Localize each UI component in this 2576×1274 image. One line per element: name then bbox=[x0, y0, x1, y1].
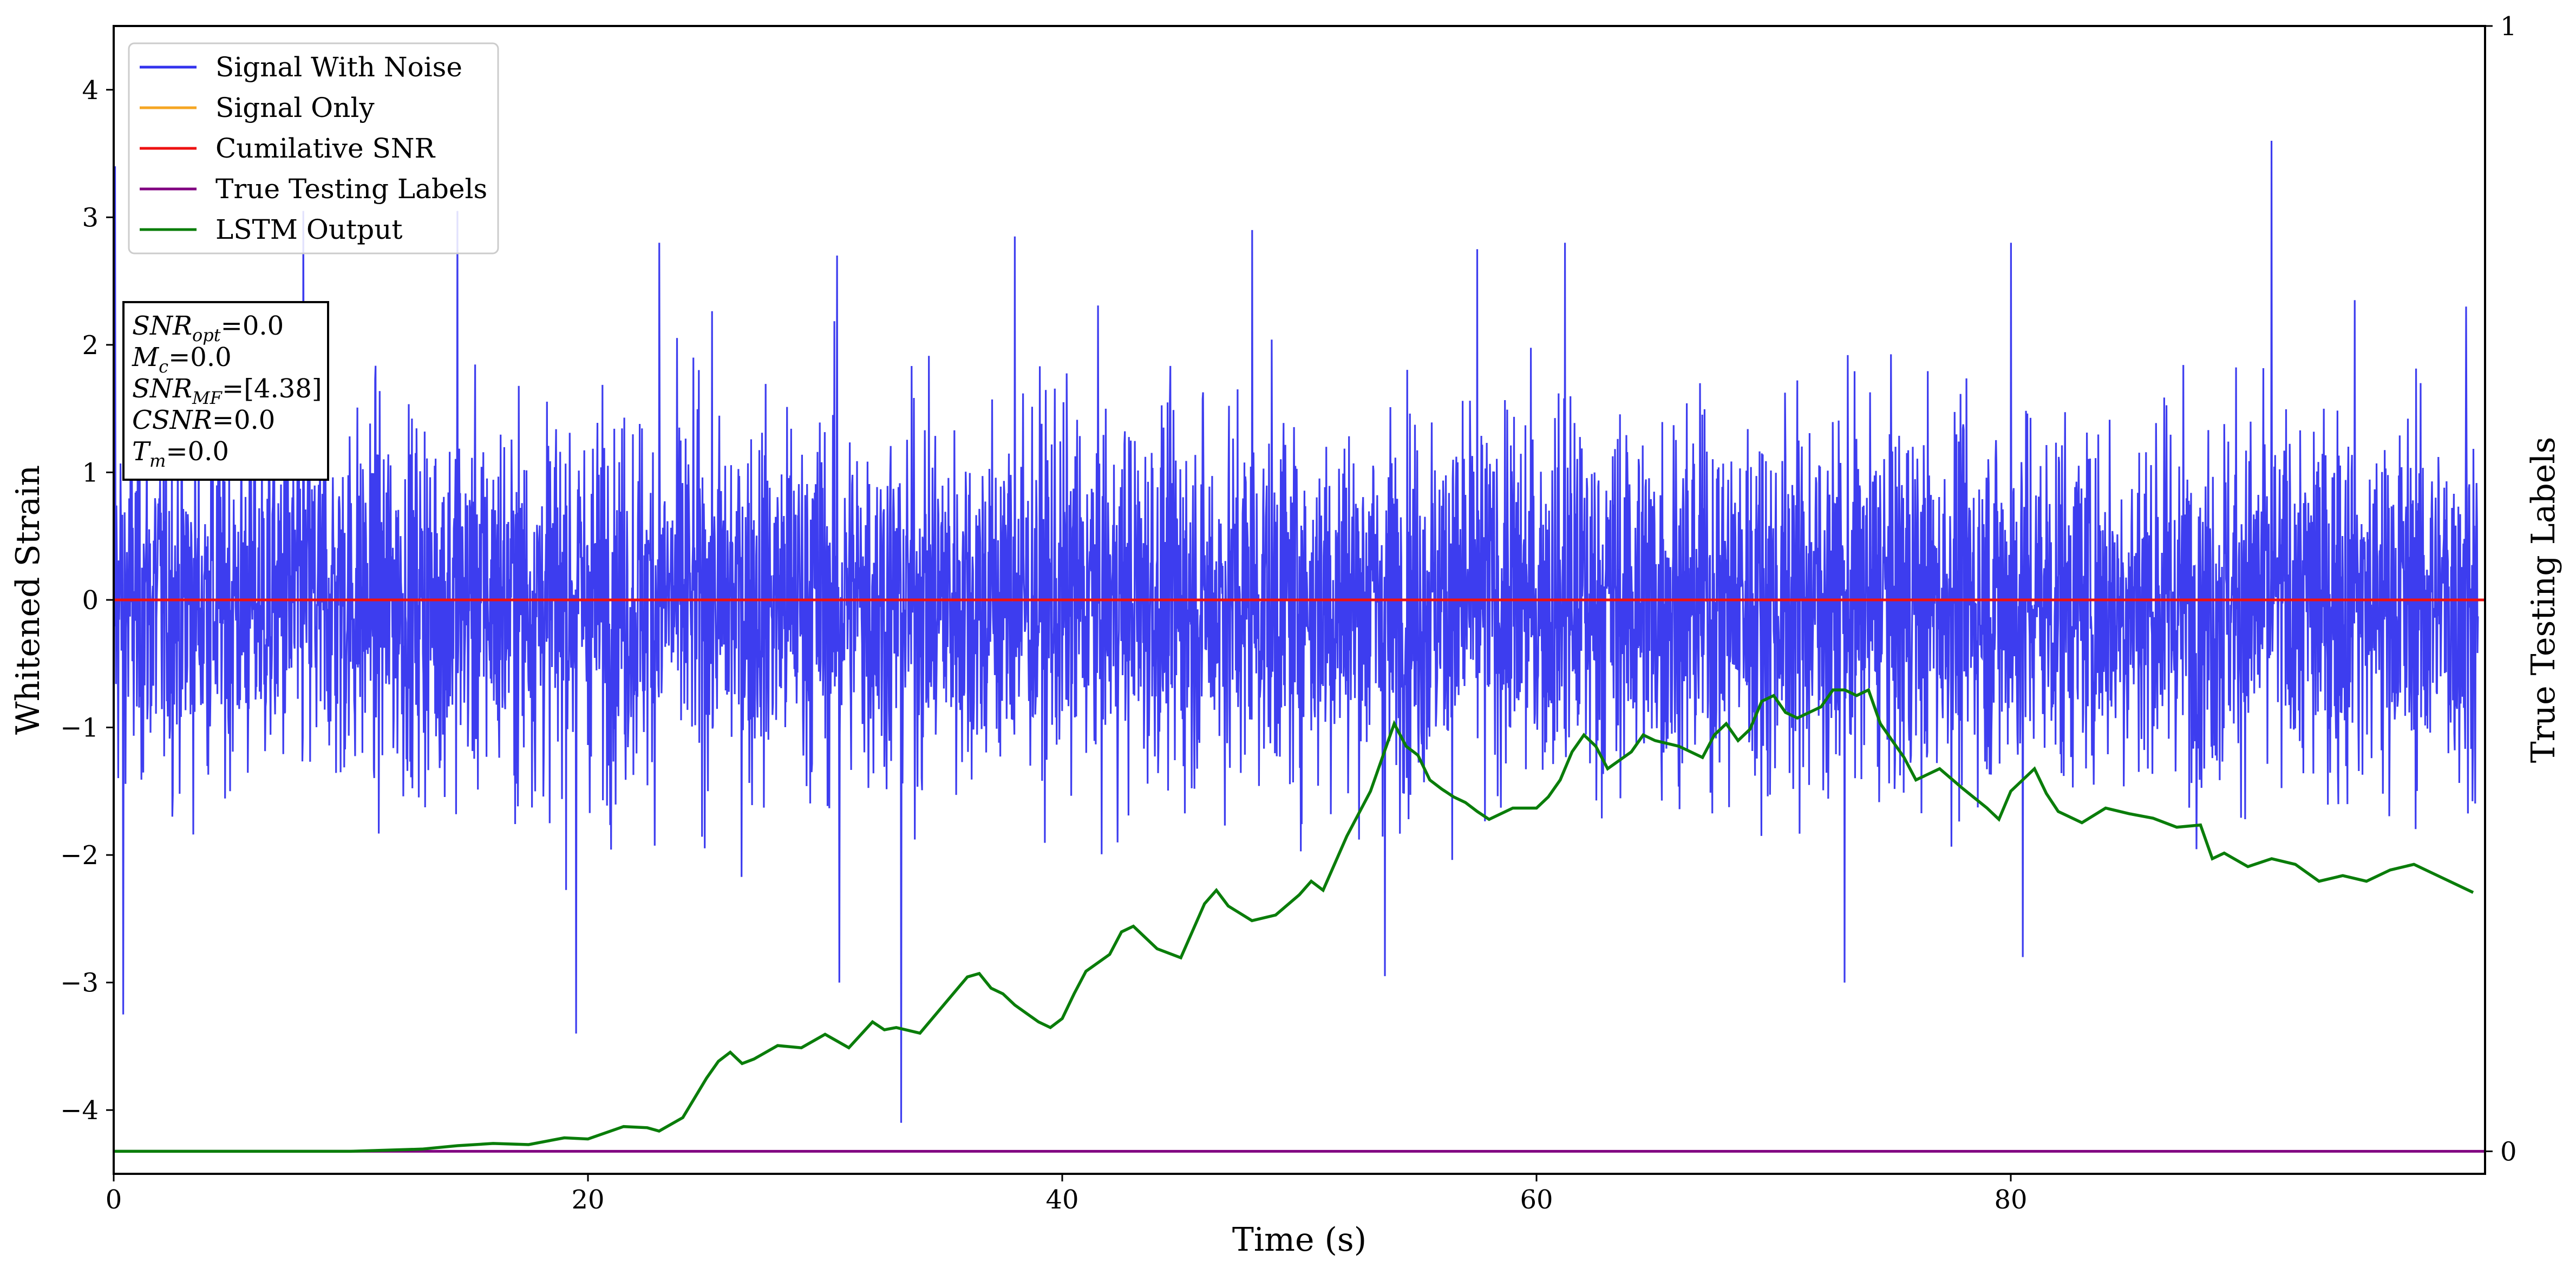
annotation-line: Mc=0.0 bbox=[132, 342, 232, 377]
y-tick-label: 3 bbox=[82, 202, 99, 233]
y2-axis: 01 bbox=[2485, 11, 2517, 1167]
y-tick-label: −1 bbox=[60, 713, 99, 743]
y-tick-label: 2 bbox=[82, 330, 99, 361]
annotation-line: CSNR=0.0 bbox=[132, 405, 275, 435]
legend-label: True Testing Labels bbox=[215, 173, 487, 205]
legend-label: LSTM Output bbox=[215, 214, 402, 245]
legend-frame bbox=[128, 42, 499, 254]
y-tick-label: 1 bbox=[82, 458, 99, 488]
x-tick-label: 40 bbox=[1045, 1185, 1078, 1215]
legend-label: Signal Only bbox=[215, 92, 375, 123]
annotation-line: Tm=0.0 bbox=[132, 436, 229, 471]
legend-label: Signal With Noise bbox=[215, 51, 462, 83]
y2-tick-label: 0 bbox=[2500, 1136, 2517, 1167]
x-tick-label: 80 bbox=[1994, 1185, 2027, 1215]
y-axis: 4 3 2 1 0 −1 −2 −3 −4 bbox=[60, 75, 114, 1126]
series-lstm-output bbox=[114, 688, 2474, 1153]
y-tick-label: −2 bbox=[60, 840, 99, 871]
x-tick-label: 0 bbox=[106, 1185, 122, 1215]
y2-tick-label: 1 bbox=[2500, 11, 2517, 42]
x-tick-label: 60 bbox=[1520, 1185, 1553, 1215]
y-tick-label: 0 bbox=[82, 585, 99, 616]
y-tick-label: −3 bbox=[60, 968, 99, 998]
y-tick-label: −4 bbox=[60, 1095, 99, 1126]
y-tick-label: 4 bbox=[82, 75, 99, 106]
series-signal-with-noise bbox=[114, 140, 2479, 1123]
plot-area bbox=[114, 140, 2485, 1153]
x-tick-label: 20 bbox=[571, 1185, 604, 1215]
annotation-line: SNRMF=[4.38] bbox=[132, 374, 322, 408]
legend-label: Cumilative SNR bbox=[215, 133, 435, 164]
x-axis: 0 20 40 60 80 bbox=[106, 1174, 2028, 1215]
y2-axis-title: True Testing Labels bbox=[2525, 437, 2562, 763]
y-axis-title: Whitened Strain bbox=[9, 465, 47, 735]
annotation-frame bbox=[122, 301, 329, 481]
x-axis-title: Time (s) bbox=[1232, 1221, 1367, 1259]
legend: Signal With Noise Signal Only Cumilative S… bbox=[128, 42, 499, 254]
annotation-line: SNRopt=0.0 bbox=[132, 311, 284, 345]
annotation-box: SNRopt=0.0Mc=0.0SNRMF=[4.38]CSNR=0.0Tm=0… bbox=[122, 301, 329, 481]
